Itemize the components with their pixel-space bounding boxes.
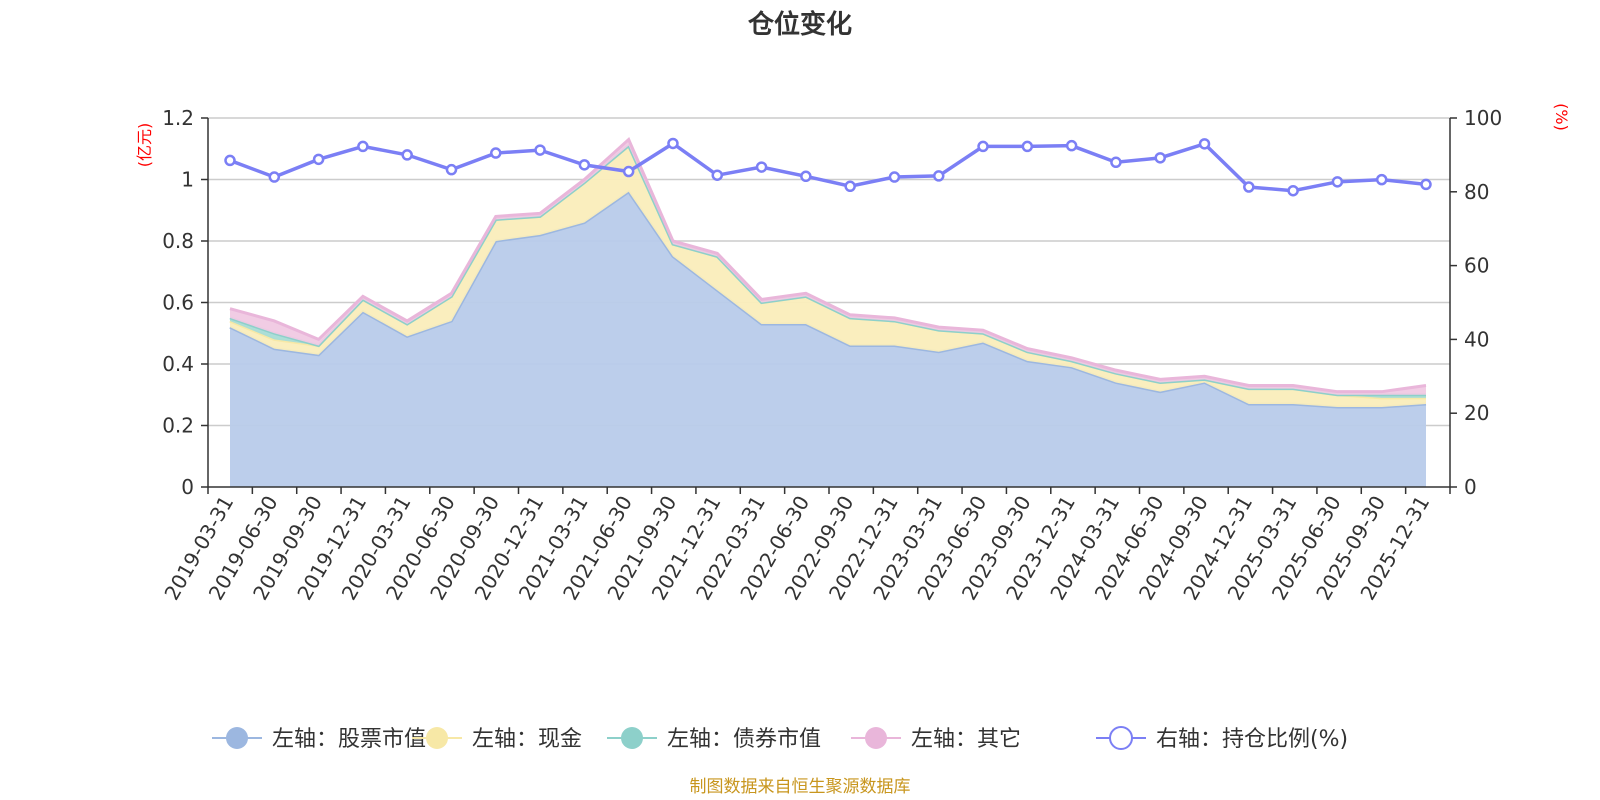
ratio-point — [888, 171, 901, 183]
ratio-point — [445, 163, 458, 176]
area-band-1 — [230, 191, 1426, 488]
right-tick-label: 100 — [1464, 106, 1502, 130]
legend-label: 左轴：债券市值 — [667, 727, 821, 752]
ratio-point — [1021, 140, 1034, 153]
area-series — [229, 137, 1427, 488]
ratio-point — [1331, 176, 1344, 188]
legend-item-4: 左轴：其它 — [851, 727, 1021, 752]
left-tick-label: 0.2 — [162, 414, 194, 438]
ratio-point — [755, 161, 768, 173]
legend-label: 右轴：持仓比例(%) — [1156, 727, 1348, 752]
legend-item-3: 左轴：债券市值 — [607, 727, 821, 752]
ratio-point — [932, 170, 945, 182]
left-tick-label: 1.2 — [162, 106, 194, 130]
legend-item-5: 右轴：持仓比例(%) — [1096, 726, 1348, 752]
left-tick-label: 1 — [181, 168, 194, 192]
data-source-note: 制图数据来自恒生聚源数据库 — [690, 777, 911, 797]
left-tick-label: 0.6 — [162, 291, 194, 315]
ratio-point — [268, 171, 281, 183]
legend-marker — [226, 727, 248, 749]
left-axis-ticks: 0 0.2 0.4 0.6 0.8 1 1.2 — [162, 106, 208, 499]
ratio-point — [667, 137, 679, 150]
legend-item-1: 左轴：股票市值 — [212, 727, 426, 752]
legend-marker — [426, 727, 448, 749]
ratio-point — [844, 180, 856, 193]
right-tick-label: 60 — [1464, 254, 1489, 278]
ratio-point — [578, 159, 591, 171]
right-tick-label: 20 — [1464, 401, 1489, 425]
ratio-point — [977, 140, 989, 153]
legend-item-2: 左轴：现金 — [412, 727, 582, 752]
ratio-point — [534, 144, 546, 156]
left-tick-label: 0 — [181, 475, 194, 499]
chart-title: 仓位变化 — [747, 9, 852, 40]
ratio-line-series — [224, 137, 1432, 197]
legend-label: 左轴：股票市值 — [272, 727, 426, 752]
left-tick-label: 0.4 — [162, 352, 194, 376]
area-edge-4 — [229, 137, 1427, 394]
ratio-line — [229, 141, 1427, 193]
legend-label: 左轴：其它 — [911, 727, 1021, 752]
right-axis-unit: (%) — [1552, 103, 1571, 131]
ratio-point — [1154, 152, 1166, 164]
ratio-point — [224, 154, 236, 167]
right-tick-label: 0 — [1464, 475, 1477, 499]
ratio-point — [490, 147, 502, 159]
ratio-point — [357, 140, 369, 153]
ratio-point — [312, 153, 325, 166]
ratio-point — [711, 169, 724, 181]
legend-marker — [865, 727, 887, 749]
ratio-point — [800, 170, 812, 183]
ratio-point — [1287, 184, 1299, 197]
ratio-point — [1065, 139, 1078, 152]
left-tick-label: 0.8 — [162, 229, 194, 253]
ratio-point — [1110, 156, 1122, 169]
left-axis-unit: (亿元) — [135, 123, 154, 168]
legend-label: 左轴：现金 — [472, 727, 582, 752]
ratio-point — [622, 165, 635, 178]
legend-marker — [1109, 726, 1133, 750]
ratio-point — [1198, 138, 1211, 150]
legend: 左轴：股票市值 左轴：现金 左轴：债券市值 左轴：其它 右轴：持仓比例(%) — [212, 726, 1348, 752]
right-tick-label: 80 — [1464, 180, 1489, 204]
ratio-point — [1420, 178, 1432, 191]
legend-marker — [621, 727, 643, 749]
ratio-point — [401, 149, 413, 161]
right-tick-label: 40 — [1464, 327, 1489, 351]
right-axis-ticks: 0 20 40 60 80 100 — [1450, 106, 1502, 499]
area-band-2 — [230, 145, 1426, 408]
x-axis-ticks: 2019-03-312019-06-302019-09-302019-12-31… — [159, 487, 1451, 604]
ratio-point — [1243, 181, 1255, 193]
ratio-point — [1375, 173, 1388, 186]
